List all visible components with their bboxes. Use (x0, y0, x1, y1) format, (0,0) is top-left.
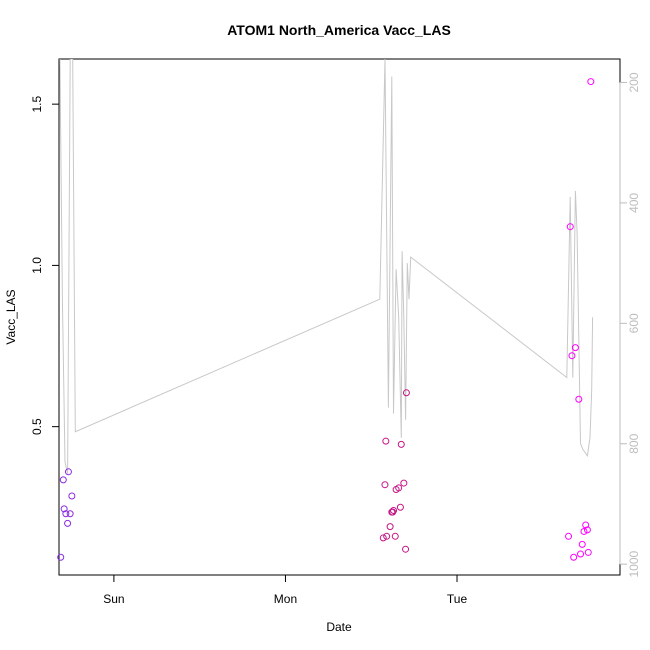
data-point (402, 389, 410, 397)
y-right-tick-label: 400 (627, 193, 641, 213)
data-point (565, 532, 573, 540)
data-point (386, 523, 394, 531)
data-point (583, 526, 591, 534)
data-point (383, 532, 391, 540)
y-right-tick-label: 600 (627, 313, 641, 333)
data-point (568, 352, 576, 360)
scatter-points (57, 78, 595, 561)
y-tick-label: 1.0 (30, 257, 44, 274)
data-point (577, 550, 585, 558)
data-point (64, 468, 72, 476)
data-point (584, 548, 592, 556)
data-point (575, 395, 583, 403)
data-point (402, 545, 410, 553)
data-point (400, 479, 408, 487)
x-axis: Sun Mon Tue (103, 575, 467, 606)
y-tick-label: 0.5 (30, 418, 44, 435)
data-point (391, 532, 399, 540)
data-point (379, 534, 387, 542)
data-point (381, 481, 389, 489)
y-axis-label: Vacc_LAS (4, 289, 18, 344)
x-tick-label: Mon (274, 592, 297, 606)
data-point (582, 521, 590, 529)
data-point (60, 505, 68, 513)
data-point (587, 78, 595, 86)
data-point (580, 527, 588, 535)
data-point (382, 437, 390, 445)
data-point (397, 440, 405, 448)
data-point (571, 344, 579, 352)
data-point (64, 519, 72, 527)
y-right-tick-label: 800 (627, 433, 641, 453)
data-point (570, 553, 578, 561)
line-series (59, 59, 594, 474)
y-axis-right: 200 400 600 800 1000 (619, 72, 641, 578)
y-axis: 0.5 1.0 1.5 (30, 95, 59, 435)
data-point (57, 553, 65, 561)
x-tick-label: Sun (103, 592, 124, 606)
y-right-tick-label: 200 (627, 72, 641, 92)
chart-title: ATOM1 North_America Vacc_LAS (227, 22, 451, 38)
data-point (578, 540, 586, 548)
x-axis-label: Date (326, 620, 352, 634)
y-tick-label: 1.5 (30, 95, 44, 112)
data-point (62, 510, 70, 518)
data-point (390, 507, 398, 514)
pressure-line (59, 59, 594, 474)
data-point (566, 223, 574, 231)
data-point (396, 503, 404, 511)
data-point (59, 476, 67, 484)
data-point (66, 510, 74, 518)
x-tick-label: Tue (447, 592, 468, 606)
data-point (395, 484, 403, 492)
y-right-tick-label: 1000 (627, 550, 641, 577)
data-point (68, 492, 76, 500)
